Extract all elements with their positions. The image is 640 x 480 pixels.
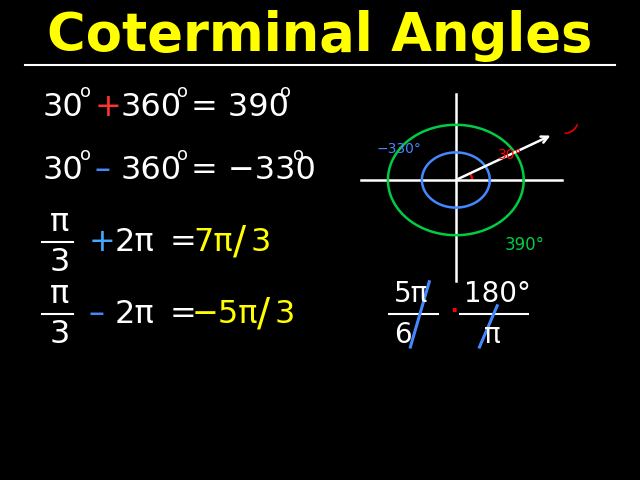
Text: 2π: 2π xyxy=(115,299,154,330)
Text: 390°: 390° xyxy=(504,236,544,254)
Text: = 390: = 390 xyxy=(191,93,289,123)
Text: π: π xyxy=(49,207,68,238)
Text: o: o xyxy=(79,145,91,164)
Text: 30°: 30° xyxy=(499,148,523,162)
Text: 3: 3 xyxy=(49,319,70,350)
Text: −330°: −330° xyxy=(376,142,421,156)
Text: ·: · xyxy=(448,295,460,329)
Text: 30: 30 xyxy=(42,155,83,186)
Text: /: / xyxy=(257,295,270,334)
Text: +: + xyxy=(94,93,121,123)
Text: 30: 30 xyxy=(42,93,83,123)
Text: o: o xyxy=(280,83,291,101)
Text: −5π: −5π xyxy=(191,299,258,330)
Text: π: π xyxy=(49,279,68,310)
Text: 7π: 7π xyxy=(194,227,233,258)
Text: π: π xyxy=(484,321,500,348)
Text: 180°: 180° xyxy=(463,280,531,308)
Text: o: o xyxy=(177,83,188,101)
Text: –: – xyxy=(88,299,104,330)
Text: ): ) xyxy=(560,122,579,139)
Text: 5π: 5π xyxy=(394,280,428,308)
Text: –: – xyxy=(94,155,110,186)
Text: 3: 3 xyxy=(275,299,295,330)
Text: 360: 360 xyxy=(120,155,182,186)
Text: o: o xyxy=(293,145,305,164)
Text: /: / xyxy=(233,223,246,262)
Text: 360: 360 xyxy=(120,93,182,123)
Text: =: = xyxy=(170,299,196,330)
Text: =: = xyxy=(170,227,196,258)
Text: = −330: = −330 xyxy=(191,155,316,186)
Text: 2π: 2π xyxy=(115,227,154,258)
Text: o: o xyxy=(79,83,91,101)
Text: +: + xyxy=(88,227,115,258)
Text: 3: 3 xyxy=(251,227,271,258)
Text: 3: 3 xyxy=(49,247,70,278)
Text: o: o xyxy=(177,145,188,164)
Text: Coterminal Angles: Coterminal Angles xyxy=(47,10,593,62)
Text: 6: 6 xyxy=(394,321,412,348)
